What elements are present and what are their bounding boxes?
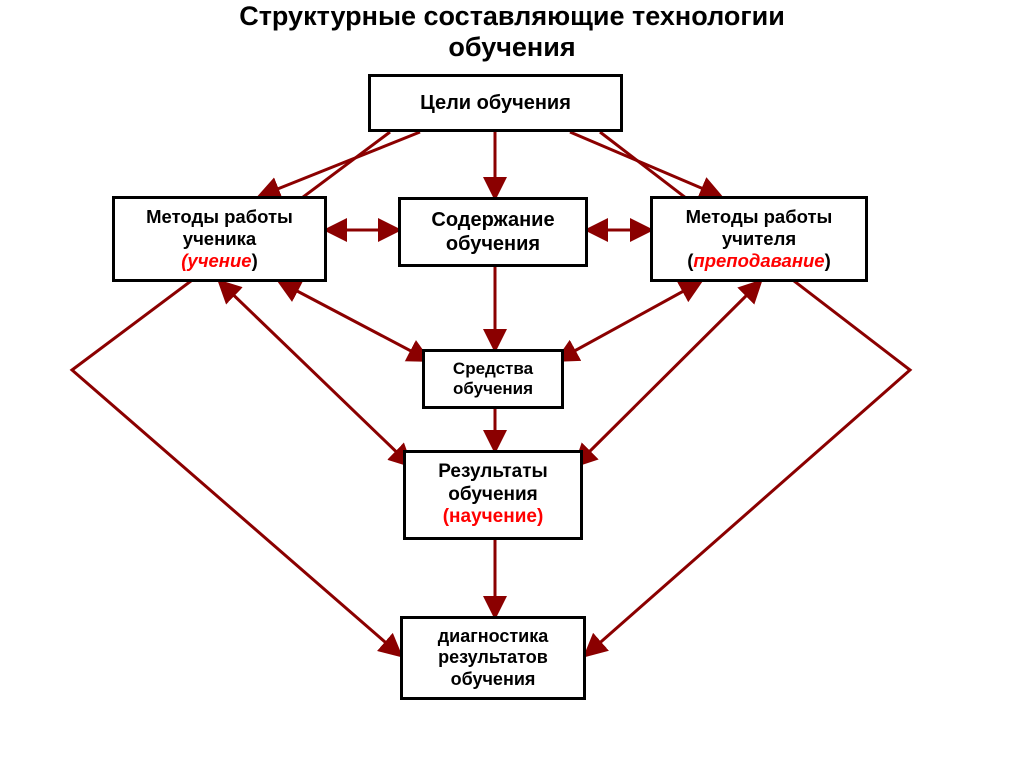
node-means: Средстваобучения — [422, 349, 564, 409]
node-diag: диагностикарезультатовобучения — [400, 616, 586, 700]
node-goals: Цели обучения — [368, 74, 623, 132]
node-content: Содержаниеобучения — [398, 197, 588, 267]
node-results: Результатыобучения(научение) — [403, 450, 583, 540]
node-student: Методы работыученика(учение) — [112, 196, 327, 282]
page-title: Структурные составляющие технологии обуч… — [0, 0, 1024, 63]
title-line1: Структурные составляющие технологии — [239, 1, 785, 31]
title-line2: обучения — [448, 32, 575, 62]
node-teacher: Методы работыучителя(преподавание) — [650, 196, 868, 282]
